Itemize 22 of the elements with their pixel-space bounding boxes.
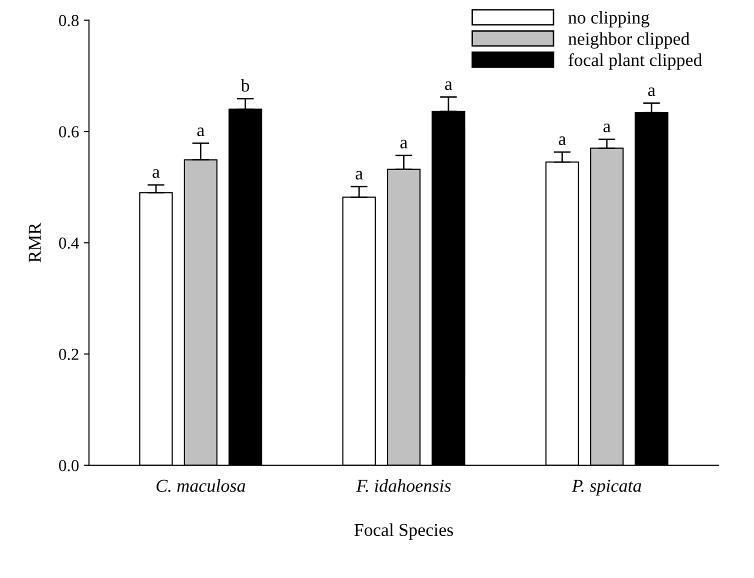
x-tick-label: F. idahoensis	[356, 479, 451, 492]
y-tick-label: 0.4	[59, 237, 79, 249]
legend-label: focal plant clipped	[568, 53, 702, 70]
legend-label: no clipping	[568, 10, 650, 28]
legend-label: neighbor clipped	[568, 32, 690, 49]
x-axis-title: Focal Species	[354, 523, 454, 540]
data-label: a	[197, 128, 204, 136]
data-label: a	[445, 81, 452, 90]
data-label: a	[558, 136, 566, 146]
data-label: a	[400, 140, 408, 148]
data-label: a	[648, 87, 656, 96]
data-label: a	[356, 170, 363, 180]
x-tick-label: C. maculosa	[156, 479, 246, 492]
y-tick-label: 0.6	[59, 126, 79, 138]
data-label: a	[152, 169, 160, 178]
data-label: a	[603, 124, 611, 132]
y-axis-title: RMR	[28, 222, 41, 262]
data-label: b	[240, 78, 250, 92]
y-tick-label: 0.2	[59, 348, 78, 360]
y-tick-label: 0.0	[59, 460, 79, 472]
y-tick-label: 0.8	[59, 14, 79, 26]
x-tick-label: P. spicata	[572, 480, 642, 496]
